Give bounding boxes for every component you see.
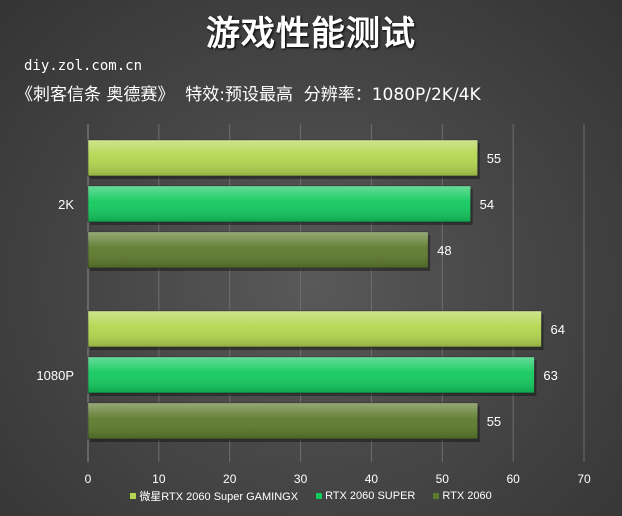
legend-swatch — [130, 493, 137, 499]
legend-item: RTX 2060 — [433, 488, 492, 504]
legend-item: RTX 2060 SUPER — [316, 488, 415, 504]
source-site: diy.zol.com.cn — [24, 58, 143, 74]
bar-highlight — [88, 140, 478, 176]
bar-highlight — [88, 232, 429, 268]
legend: 微星RTX 2060 Super GAMINGX RTX 2060 SUPER RT… — [0, 488, 622, 504]
labels: 0 10 20 30 40 50 60 70 55 54 48 2K 64 63 55 1080P — [36, 151, 591, 486]
x-tick-label: 10 — [152, 472, 166, 486]
category-label: 2K — [58, 197, 74, 212]
legend-item: 微星RTX 2060 Super GAMINGX — [130, 488, 298, 504]
legend-label: RTX 2060 — [442, 490, 492, 502]
x-tick-label: 60 — [506, 472, 520, 486]
x-tick-label: 40 — [365, 472, 379, 486]
bars — [87, 139, 544, 442]
legend-label: 微星RTX 2060 Super GAMINGX — [139, 491, 299, 503]
data-label: 55 — [487, 414, 501, 429]
legend-swatch — [433, 493, 440, 499]
x-tick-label: 50 — [436, 472, 450, 486]
chart-title: 游戏性能测试 — [206, 14, 416, 54]
data-label: 54 — [480, 197, 494, 212]
data-label: 64 — [550, 322, 564, 337]
x-tick-label: 30 — [294, 472, 308, 486]
x-tick-label: 0 — [85, 472, 92, 486]
bar-highlight — [88, 311, 542, 347]
chart-subtitle: 《刺客信条 奥德赛》 特效:预设最高 分辨率：1080P/2K/4K — [16, 85, 481, 105]
category-label: 1080P — [36, 368, 74, 383]
data-label: 55 — [487, 151, 501, 166]
bar-highlight — [88, 357, 535, 393]
legend-swatch — [316, 493, 323, 499]
data-label: 63 — [543, 368, 557, 383]
bar-highlight — [88, 186, 471, 222]
x-tick-label: 70 — [577, 472, 591, 486]
data-label: 48 — [437, 243, 451, 258]
bar-highlight — [88, 403, 478, 439]
legend-label: RTX 2060 SUPER — [325, 490, 416, 502]
x-tick-label: 20 — [223, 472, 237, 486]
